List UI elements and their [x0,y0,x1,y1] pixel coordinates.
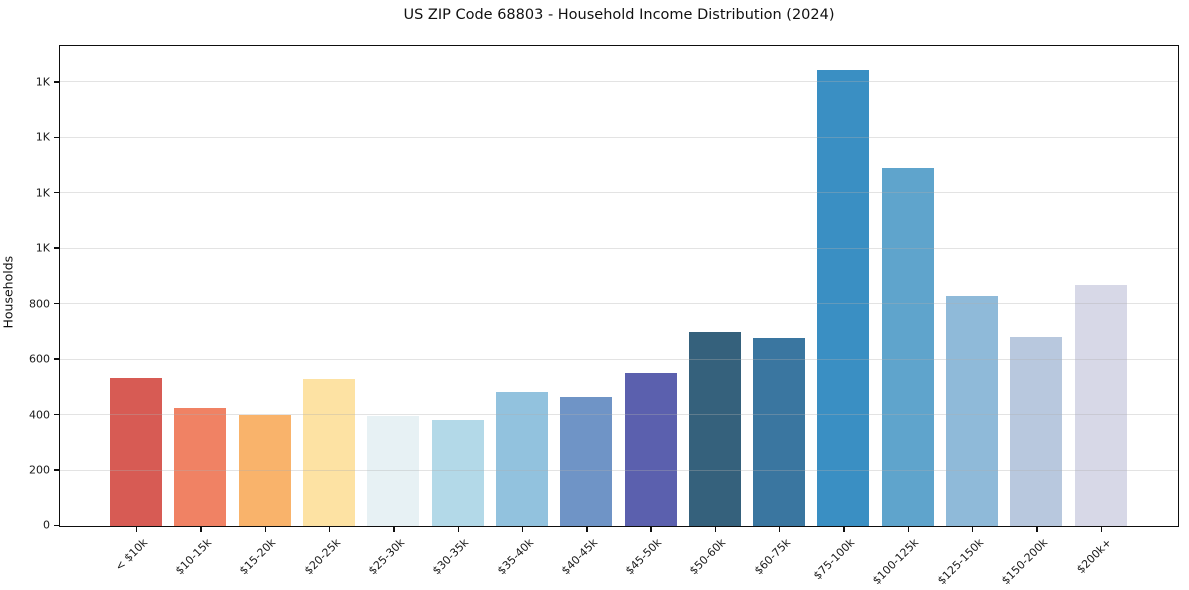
x-tick-mark [843,527,845,532]
y-axis-label: Households [0,255,16,329]
y-tick-label: 800 [29,297,50,311]
y-tick-mark [54,192,59,194]
bar [238,415,291,526]
gridline [60,303,1178,305]
bar [431,419,484,526]
y-tick-label: 400 [29,408,50,421]
chart-title: US ZIP Code 68803 - Household Income Dis… [403,7,835,23]
gridline [60,247,1178,249]
y-tick-label: 1K [35,241,50,255]
x-tick-mark [136,527,138,532]
gridline [60,469,1178,471]
bar [946,296,999,526]
x-tick-mark [328,527,331,532]
x-tick-label: $200k+ [1074,536,1115,577]
x-tick-label: $25-30k [365,536,408,578]
x-tick-mark [393,527,395,532]
bar [367,416,420,526]
bar [560,396,613,526]
y-tick-mark [54,413,59,416]
gridline [60,358,1178,360]
gridline [60,192,1178,194]
bar [753,338,806,526]
x-tick-label: $30-35k [430,536,472,578]
bar [1010,337,1063,526]
gridline [60,81,1178,83]
bar [174,407,227,526]
x-tick-label: $10-15k [172,536,215,578]
bar [110,377,163,526]
y-tick-mark [54,81,59,83]
y-tick-mark [54,302,59,305]
x-tick-label: $100-125k [870,536,922,588]
x-tick-label: $75-100k [811,536,858,583]
y-tick-label: 1K [35,130,50,144]
x-tick-label: $40-45k [558,536,601,578]
x-tick-mark [586,527,588,532]
x-tick-label: $45-50k [623,536,665,578]
bar [1074,284,1127,526]
bar [303,378,356,526]
x-tick-mark [200,527,202,532]
x-tick-label: $35-40k [494,536,536,578]
x-tick-mark [779,527,781,532]
y-tick-mark [54,469,59,471]
plot-area [59,45,1179,527]
x-tick-label: $150-200k [998,536,1051,588]
x-tick-label: $20-25k [301,536,343,578]
bar [881,168,934,526]
x-tick-label: $60-75k [751,536,793,578]
y-tick-mark [54,136,59,138]
x-tick-mark [1100,527,1102,532]
x-tick-mark [650,527,652,532]
y-tick-label: 1K [35,75,50,89]
x-tick-label: $125-150k [934,536,986,588]
y-tick-mark [54,524,59,527]
x-tick-mark [714,527,717,532]
y-tick-label: 0 [43,518,50,532]
bar [495,392,548,526]
bar [624,372,677,526]
y-tick-label: 200 [29,463,50,477]
y-tick-mark [54,358,59,360]
x-tick-label: $50-60k [687,536,729,578]
x-tick-mark [907,527,910,532]
gridline [60,136,1178,138]
x-tick-mark [457,527,459,532]
bar [688,331,741,526]
x-tick-mark [264,527,267,532]
x-tick-mark [521,527,524,532]
y-tick-mark [54,247,59,249]
y-tick-label: 1K [35,186,50,200]
bar [817,69,870,526]
y-tick-label: 600 [29,352,50,366]
x-tick-label: $15-20k [237,536,279,578]
x-tick-mark [971,527,974,532]
x-tick-label: < $10k [112,536,150,574]
x-tick-mark [1036,527,1038,532]
gridline [60,414,1178,416]
